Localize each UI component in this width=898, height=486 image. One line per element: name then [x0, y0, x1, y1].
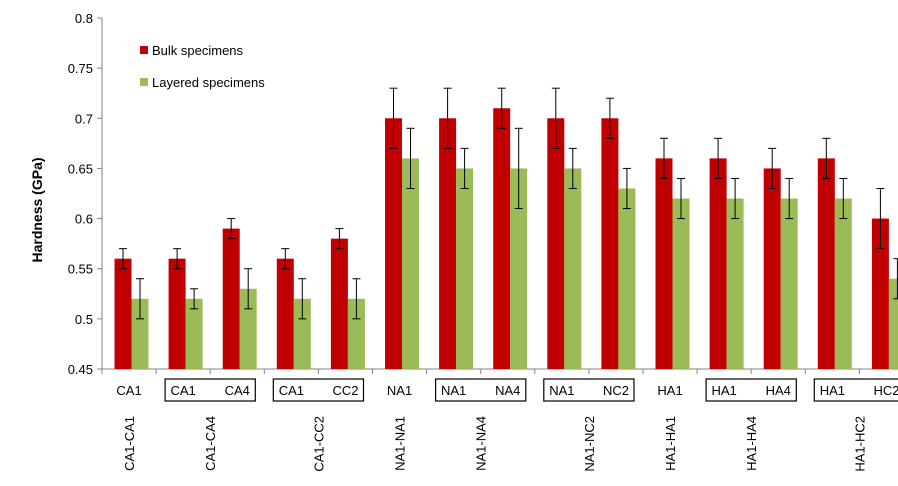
- bar-layered: [888, 278, 898, 369]
- group-bracket-box: [813, 378, 898, 402]
- category-label: HA4: [766, 383, 791, 398]
- bar-layered: [239, 288, 257, 369]
- group-bracket-box: [272, 378, 365, 402]
- category-label: CA1: [116, 383, 141, 398]
- group-label: HA1-HA1: [663, 416, 678, 471]
- bar-layered: [834, 198, 852, 369]
- group-label: CA1-CA1: [122, 416, 137, 471]
- category-label: CC2: [332, 383, 358, 398]
- bar-bulk: [114, 258, 132, 369]
- bar-bulk: [493, 108, 511, 369]
- category-label: HA1: [657, 383, 682, 398]
- bar-bulk: [763, 168, 781, 369]
- bar-bulk: [330, 238, 348, 369]
- bar-bulk: [276, 258, 294, 369]
- bar-layered: [293, 298, 311, 369]
- y-axis-label: Hardness (GPa): [29, 157, 45, 262]
- category-label: HC2: [873, 383, 898, 398]
- group-label: CA1-CC2: [311, 416, 326, 472]
- group-bracket-box: [435, 378, 527, 402]
- group-label: HA1-HA4: [744, 416, 759, 471]
- bar-layered: [402, 158, 419, 369]
- bar-layered: [672, 198, 690, 369]
- chart-bars: [114, 108, 898, 370]
- y-tick-label: 0.8: [75, 11, 93, 26]
- category-label: CA4: [225, 383, 250, 398]
- bar-layered: [456, 168, 474, 369]
- bar-bulk: [871, 218, 889, 369]
- category-label: CA1: [171, 383, 196, 398]
- bar-bulk: [817, 158, 835, 369]
- bar-bulk: [168, 258, 186, 369]
- x-axis-labels: CA1 CA1-CA1 CA1 CA4 CA1-CA4 CA1 CC2 CA1-CC2 NA1 N…: [116, 378, 898, 472]
- bar-bulk: [385, 118, 402, 370]
- legend-swatch-layered: [140, 78, 148, 86]
- legend: Bulk specimens Layered specimens: [140, 43, 265, 90]
- y-tick-label: 0.65: [68, 161, 93, 176]
- y-tick-label: 0.5: [75, 312, 93, 327]
- category-label: CA1: [279, 383, 304, 398]
- group-bracket-box: [705, 378, 797, 402]
- y-tick-label: 0.55: [68, 262, 93, 277]
- bar-bulk: [601, 118, 619, 370]
- category-label: NA1: [549, 383, 574, 398]
- category-label: NC2: [603, 383, 629, 398]
- group-label: NA1-NA1: [393, 416, 408, 471]
- bar-layered: [780, 198, 798, 369]
- bar-layered: [347, 298, 365, 369]
- y-tick-label: 0.75: [68, 61, 93, 76]
- bar-bulk: [547, 118, 565, 370]
- y-tick-label: 0.45: [68, 362, 93, 377]
- category-label: HA1: [712, 383, 737, 398]
- group-bracket-box: [543, 378, 635, 402]
- bar-layered: [131, 298, 149, 369]
- legend-label-layered: Layered specimens: [152, 75, 265, 90]
- bar-layered: [510, 168, 528, 369]
- group-label: NA1-NA4: [474, 416, 489, 471]
- group-label: CA1-CA4: [203, 416, 218, 471]
- bar-bulk: [655, 158, 673, 369]
- bar-layered: [564, 168, 582, 369]
- legend-swatch-bulk: [140, 46, 148, 54]
- bar-bulk: [709, 158, 727, 369]
- category-label: NA1: [387, 383, 412, 398]
- bar-layered: [618, 188, 636, 369]
- bar-layered: [726, 198, 744, 369]
- bar-bulk: [439, 118, 457, 370]
- category-label: NA4: [495, 383, 520, 398]
- bar-layered: [185, 298, 203, 369]
- y-tick-label: 0.7: [75, 111, 93, 126]
- y-tick-label: 0.6: [75, 212, 93, 227]
- chart-error-bars: [119, 87, 898, 320]
- legend-label-bulk: Bulk specimens: [152, 43, 244, 58]
- category-label: HA1: [820, 383, 845, 398]
- group-bracket-box: [164, 378, 256, 402]
- bar-bulk: [222, 228, 240, 369]
- group-label: NA1-NC2: [582, 416, 597, 472]
- category-label: NA1: [441, 383, 466, 398]
- group-label: HA1-HC2: [852, 416, 867, 472]
